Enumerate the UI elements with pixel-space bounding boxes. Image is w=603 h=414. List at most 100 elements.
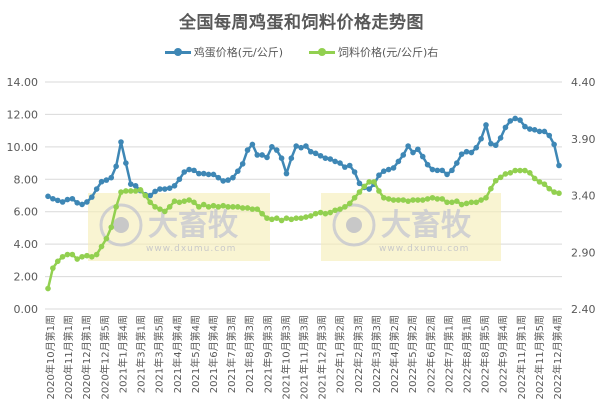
data-point xyxy=(293,143,300,149)
data-point xyxy=(502,124,509,131)
feed-line-marker-icon xyxy=(309,47,335,56)
data-point xyxy=(541,181,548,187)
x-axis-tick-label: 2022年8月第1周 xyxy=(460,315,473,393)
data-point xyxy=(410,197,416,203)
data-point xyxy=(220,178,226,184)
data-point xyxy=(113,163,119,170)
left-axis-tick-label: 0.00 xyxy=(14,303,39,316)
right-axis-tick-label: 3.90 xyxy=(571,133,596,146)
data-point xyxy=(259,152,265,158)
data-point xyxy=(264,154,270,161)
data-point xyxy=(454,198,460,204)
data-point xyxy=(312,150,319,157)
data-point xyxy=(298,215,304,221)
data-point xyxy=(405,198,411,204)
x-axis-tick-label: 2022年6月第2周 xyxy=(424,315,437,393)
data-point xyxy=(463,148,470,155)
data-point xyxy=(458,201,465,208)
data-point xyxy=(181,198,188,204)
data-point xyxy=(527,126,533,132)
data-point xyxy=(551,141,557,148)
data-point xyxy=(444,171,450,178)
data-point xyxy=(108,174,115,181)
data-point xyxy=(215,174,222,181)
data-point xyxy=(166,185,173,192)
data-point xyxy=(429,194,436,201)
data-point xyxy=(376,172,382,179)
right-axis-tick-label: 3.40 xyxy=(571,190,596,203)
data-point xyxy=(337,160,343,166)
data-point xyxy=(54,258,61,265)
data-point xyxy=(123,188,129,194)
data-point xyxy=(356,189,363,195)
data-point xyxy=(434,167,441,174)
data-point xyxy=(536,128,543,135)
x-axis-tick-label: 2022年11月第1周 xyxy=(515,315,528,400)
x-axis-tick-label: 2022年3月第3周 xyxy=(370,315,383,393)
data-point xyxy=(366,186,373,192)
data-point xyxy=(410,149,416,156)
x-axis-tick-label: 2021年12月第3周 xyxy=(316,315,329,400)
data-series xyxy=(45,115,562,292)
data-point xyxy=(332,207,338,214)
x-axis-tick-label: 2021年3月第1周 xyxy=(135,315,148,393)
data-point xyxy=(512,167,518,174)
data-point xyxy=(137,187,144,193)
data-point xyxy=(79,253,85,260)
data-point xyxy=(385,166,392,173)
data-point xyxy=(205,171,212,178)
data-point xyxy=(93,251,100,258)
data-point xyxy=(371,179,377,185)
data-point xyxy=(69,251,76,258)
x-axis-tick-label: 2022年7月第1周 xyxy=(442,315,455,393)
data-point xyxy=(220,202,226,209)
data-point xyxy=(152,204,158,210)
data-point xyxy=(59,253,66,260)
data-point xyxy=(424,161,431,168)
data-point xyxy=(98,243,105,250)
data-point xyxy=(541,128,548,135)
data-point xyxy=(273,215,280,221)
data-point xyxy=(400,197,407,203)
data-point xyxy=(269,216,275,223)
data-point xyxy=(196,204,202,210)
data-point xyxy=(492,142,499,149)
data-point xyxy=(132,188,139,194)
data-point xyxy=(556,190,562,197)
x-axis-tick-label: 2021年4月第4周 xyxy=(171,315,184,393)
data-point xyxy=(171,198,178,204)
data-point xyxy=(98,178,105,185)
data-point xyxy=(84,199,90,205)
data-point xyxy=(89,194,95,200)
legend-item-feed: 饲料价格(元/公斤)右 xyxy=(309,44,438,60)
data-point xyxy=(127,188,134,194)
data-point xyxy=(308,148,314,155)
egg-price-series xyxy=(45,115,562,208)
data-point xyxy=(434,196,441,202)
left-axis-tick-label: 6.00 xyxy=(14,206,39,219)
x-axis-tick-label: 2022年8月第5周 xyxy=(479,315,492,393)
data-point xyxy=(390,165,397,171)
x-axis-tick-label: 2021年9月第3周 xyxy=(261,315,274,393)
data-point xyxy=(366,179,373,185)
data-point xyxy=(483,194,489,201)
data-point xyxy=(332,158,338,165)
left-axis-tick-label: 8.00 xyxy=(14,173,39,186)
data-point xyxy=(244,205,251,211)
data-point xyxy=(244,147,251,153)
x-axis-tick-label: 2021年8月第3周 xyxy=(243,315,256,393)
data-point xyxy=(381,168,387,174)
watermark-text: 大畜牧 xyxy=(381,208,472,243)
data-point xyxy=(483,122,489,128)
data-point xyxy=(108,224,115,231)
data-point xyxy=(230,174,236,181)
data-point xyxy=(191,199,197,206)
egg-line-marker-icon xyxy=(164,47,191,56)
data-point xyxy=(269,144,275,150)
data-point xyxy=(337,206,343,212)
data-point xyxy=(93,186,100,192)
data-point xyxy=(473,199,480,206)
left-axis-tick-label: 14.00 xyxy=(7,76,39,89)
